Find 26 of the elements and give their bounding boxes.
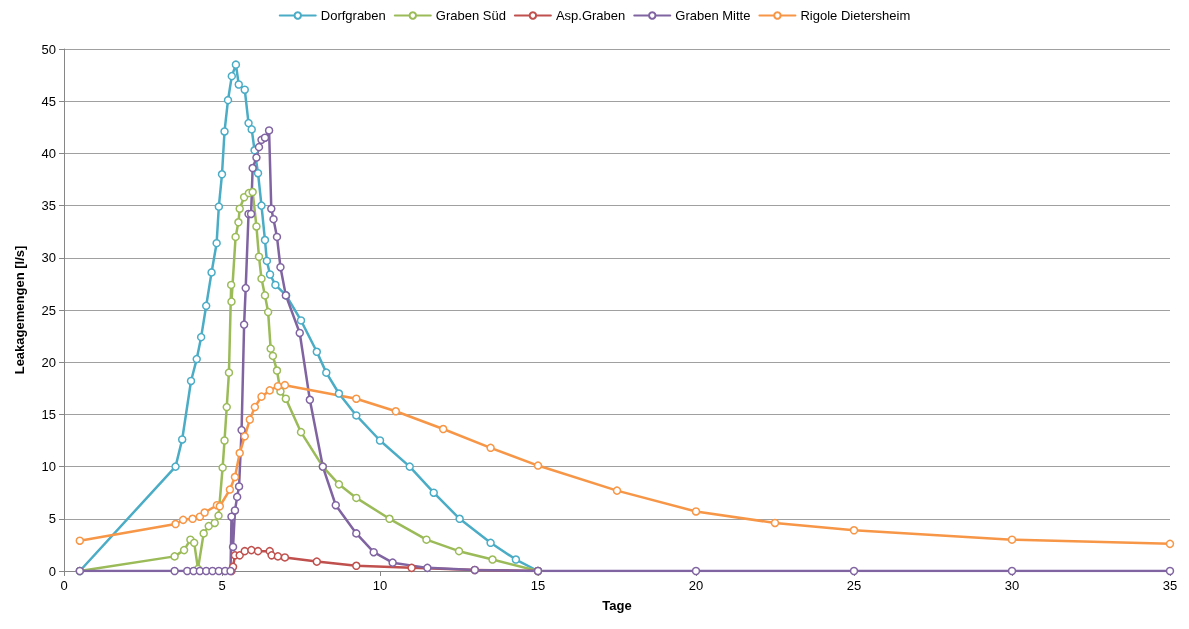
y-tick-label: 40: [41, 145, 56, 161]
y-tick-label: 10: [41, 459, 56, 475]
x-tick-label: 35: [1162, 578, 1178, 593]
x-tick-label: 25: [846, 578, 862, 593]
y-tick-label: 0: [48, 563, 56, 579]
y-tick-label: 50: [41, 41, 56, 57]
x-tick-label: 5: [218, 578, 226, 593]
y-tick-label: 35: [41, 198, 56, 214]
y-axis-title: Leakagemengen [l/s]: [12, 245, 27, 375]
x-tick-label: 20: [688, 578, 704, 593]
legend-label: Graben Süd: [435, 8, 506, 23]
x-axis-title: Tage: [602, 598, 632, 613]
x-tick-label: 15: [530, 578, 546, 593]
x-tick-label: 0: [60, 578, 68, 593]
y-tick-label: 15: [41, 406, 56, 422]
y-tick-label: 30: [41, 250, 56, 266]
y-tick-label: 20: [41, 354, 56, 370]
legend-label: Asp.Graben: [555, 8, 626, 23]
legend-label: Rigole Dietersheim: [800, 8, 911, 23]
y-tick-label: 25: [41, 302, 56, 318]
y-tick-label: 45: [41, 93, 56, 109]
legend-label: Graben Mitte: [675, 8, 751, 23]
x-tick-label: 10: [372, 578, 388, 593]
y-tick-label: 5: [48, 511, 56, 527]
x-tick-label: 30: [1004, 578, 1020, 593]
legend-label: Dorfgraben: [320, 8, 386, 23]
